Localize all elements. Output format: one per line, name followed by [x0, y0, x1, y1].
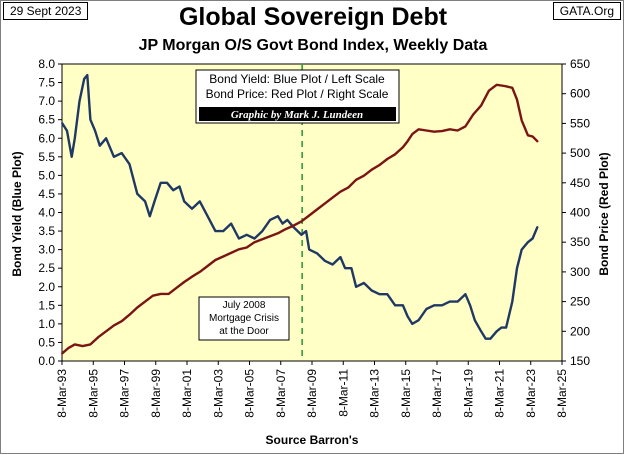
legend-credit: Graphic by Mark J. Lundeen: [231, 109, 363, 121]
y-left-tick-label: 2.5: [38, 261, 55, 275]
y-left-tick-label: 4.0: [38, 206, 55, 220]
x-tick-label: 8-Mar-05: [243, 369, 257, 418]
y-left-tick-label: 2.0: [38, 280, 55, 294]
y-left-tick-label: 8.0: [38, 57, 55, 71]
y-left-tick-label: 7.5: [38, 76, 55, 90]
y-left-tick-label: 5.0: [38, 168, 55, 182]
y-right-tick-label: 200: [570, 324, 590, 338]
y-left-tick-label: 6.0: [38, 131, 55, 145]
legend-line-1: Bond Yield: Blue Plot / Left Scale: [209, 72, 385, 86]
annotation-line-3: at the Door: [219, 326, 269, 337]
x-tick-label: 8-Mar-97: [118, 369, 132, 418]
chart-subtitle: JP Morgan O/S Govt Bond Index, Weekly Da…: [138, 37, 488, 54]
y-left-tick-label: 0.0: [38, 354, 55, 368]
y-right-tick-label: 650: [570, 57, 590, 71]
y-right-tick-label: 350: [570, 235, 590, 249]
y-right-tick-label: 600: [570, 87, 590, 101]
y-left-tick-label: 5.5: [38, 150, 55, 164]
legend-line-2: Bond Price: Red Plot / Right Scale: [206, 87, 389, 101]
x-tick-label: 8-Mar-07: [274, 369, 288, 418]
y-left-tick-label: 1.5: [38, 298, 55, 312]
x-tick-label: 8-Mar-13: [368, 369, 382, 418]
y-right-tick-label: 550: [570, 116, 590, 130]
x-tick-label: 8-Mar-03: [211, 369, 225, 418]
x-tick-label: 8-Mar-15: [399, 369, 413, 418]
x-tick-label: 8-Mar-21: [493, 369, 507, 418]
y-right-tick-label: 250: [570, 295, 590, 309]
x-axis-title: Source Barron's: [266, 433, 359, 447]
series-layer: [61, 73, 539, 355]
x-tick-label: 8-Mar-01: [180, 369, 194, 418]
y-left-tick-label: 7.0: [38, 94, 55, 108]
y-right-tick-label: 300: [570, 265, 590, 279]
x-tick-label: 8-Mar-95: [86, 369, 100, 418]
y-left-tick-label: 3.5: [38, 224, 55, 238]
annotation-box: July 2008 Mortgage Crisis at the Door: [198, 296, 290, 341]
y-right-ticks: 150 200 250 300 350 400 450 500 550 600 650: [562, 57, 590, 368]
y-left-ticks: 0.0 0.5 1.0 1.5 2.0 2.5 3.0 3.5 4.0 4.5 5.0 5.5 6.0 6…: [38, 57, 62, 368]
annotation-line-2: Mortgage Crisis: [209, 313, 279, 324]
x-ticks: 8-Mar-93 8-Mar-95 8-Mar-97 8-Mar-99 8-Mar-01…: [55, 361, 569, 418]
x-tick-label: 8-Mar-25: [555, 369, 569, 418]
x-tick-label: 8-Mar-93: [55, 369, 69, 418]
series-line-bond-price: [61, 83, 539, 355]
y-right-axis-title: Bond Price (Red Plot): [597, 152, 611, 275]
y-left-axis-title: Bond Yield (Blue Plot): [10, 151, 24, 276]
x-tick-label: 8-Mar-99: [149, 369, 163, 418]
y-left-tick-label: 3.0: [38, 243, 55, 257]
source-badge: GATA.Org: [552, 2, 621, 20]
date-label: 29 Sept 2023: [3, 2, 89, 20]
x-tick-label: 8-Mar-09: [305, 369, 319, 418]
y-left-tick-label: 6.5: [38, 113, 55, 127]
y-left-tick-label: 4.5: [38, 187, 55, 201]
chart-title: Global Sovereign Debt: [178, 3, 448, 31]
x-tick-label: 8-Mar-23: [524, 369, 538, 418]
series-line-bond-yield: [61, 73, 539, 340]
annotation-line-1: July 2008: [223, 300, 266, 311]
y-left-tick-label: 0.5: [38, 335, 55, 349]
x-tick-label: 8-Mar-11: [336, 369, 350, 417]
y-left-tick-label: 1.0: [38, 317, 55, 331]
y-right-tick-label: 500: [570, 146, 590, 160]
y-right-tick-label: 400: [570, 206, 590, 220]
y-right-tick-label: 150: [570, 354, 590, 368]
legend-box: Bond Yield: Blue Plot / Left Scale Bond …: [195, 69, 400, 124]
x-tick-label: 8-Mar-19: [461, 369, 475, 418]
y-right-tick-label: 450: [570, 176, 590, 190]
x-tick-label: 8-Mar-17: [430, 369, 444, 418]
